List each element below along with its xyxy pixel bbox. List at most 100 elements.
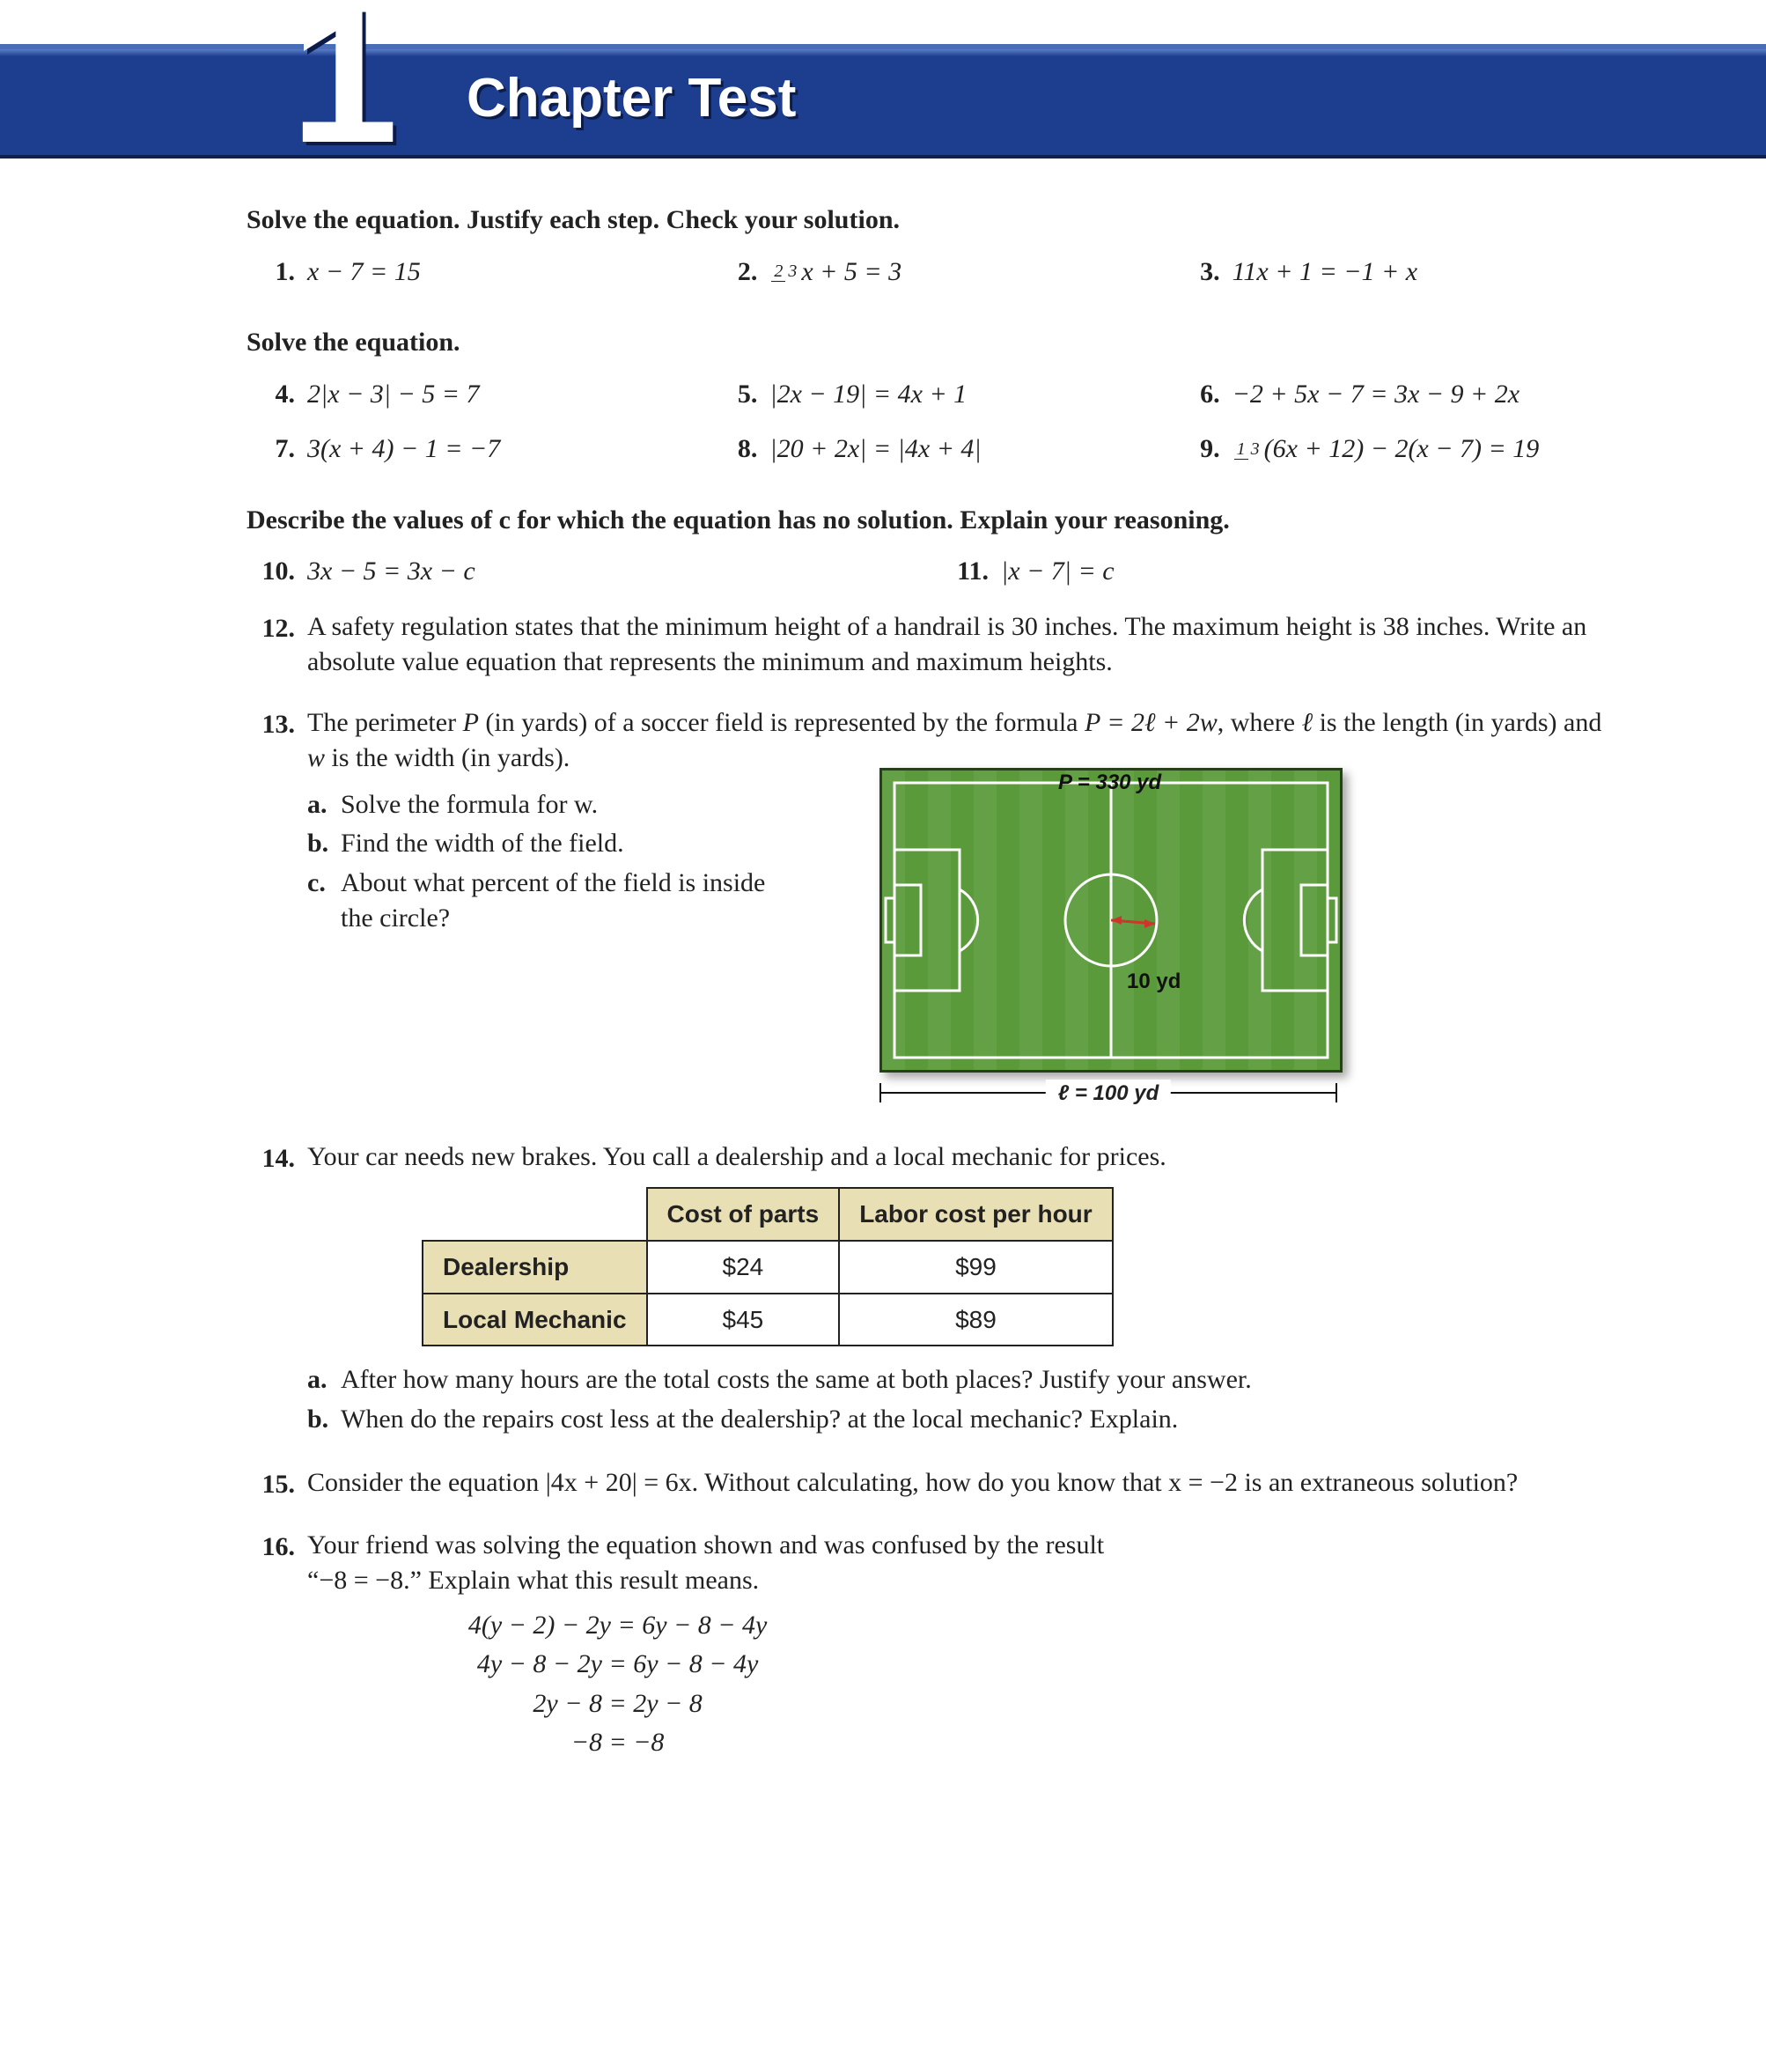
- subpart-c: c. About what percent of the field is in…: [307, 866, 800, 937]
- length-dimension: ℓ = 100 yd: [879, 1080, 1337, 1115]
- blank-cell: [423, 1188, 647, 1241]
- problem-13: 13. The perimeter P (in yards) of a socc…: [247, 705, 1616, 1115]
- problem-8: 8. |20 + 2x| = |4x + 4|: [709, 431, 1153, 468]
- chapter-banner: 1 Chapter Test: [0, 0, 1766, 159]
- problem-5: 5. |2x − 19| = 4x + 1: [709, 377, 1153, 413]
- problem-number: 10.: [247, 554, 295, 590]
- problem-text: The perimeter P (in yards) of a soccer f…: [307, 708, 1601, 773]
- problem-16: 16. Your friend was solving the equation…: [247, 1528, 1616, 1765]
- cell: $89: [839, 1294, 1112, 1346]
- problems-4-6: 4. 2|x − 3| − 5 = 7 5. |2x − 19| = 4x + …: [247, 377, 1616, 413]
- equation: |x − 7| = c: [1001, 554, 1115, 590]
- field-lines-icon: [882, 771, 1340, 1070]
- col-header-parts: Cost of parts: [647, 1188, 840, 1241]
- problem-number: 14.: [247, 1141, 295, 1177]
- problem-4: 4. 2|x − 3| − 5 = 7: [247, 377, 691, 413]
- subparts: a. Solve the formula for w. b. Find the …: [307, 787, 800, 940]
- problem-number: 1.: [247, 254, 295, 291]
- problem-7: 7. 3(x + 4) − 1 = −7: [247, 431, 691, 468]
- eq-step-3: 2y − 8 = 2y − 8: [131, 1686, 1104, 1722]
- equation: 3x − 5 = 3x − c: [307, 554, 475, 590]
- perimeter-label: P = 330 yd: [1058, 769, 1161, 797]
- page: 1 Chapter Test Solve the equation. Justi…: [0, 0, 1766, 1895]
- equation-steps: 4(y − 2) − 2y = 6y − 8 − 4y 4y − 8 − 2y …: [131, 1608, 1104, 1761]
- problem-text: Your car needs new brakes. You call a de…: [307, 1142, 1166, 1171]
- fraction: 13: [1234, 440, 1262, 459]
- problems-10-11: 10. 3x − 5 = 3x − c 11. |x − 7| = c: [247, 554, 1616, 590]
- eq-step-2: 4y − 8 − 2y = 6y − 8 − 4y: [131, 1647, 1104, 1683]
- section-3-head: Describe the values of c for which the e…: [247, 503, 1616, 539]
- subparts: a. After how many hours are the total co…: [307, 1362, 1616, 1437]
- soccer-field: P = 330 yd 10 yd: [879, 768, 1343, 1073]
- equation: |2x − 19| = 4x + 1: [769, 377, 967, 413]
- problem-number: 12.: [247, 611, 295, 647]
- problem-number: 7.: [247, 431, 295, 468]
- problem-number: 13.: [247, 707, 295, 743]
- equation: −2 + 5x − 7 = 3x − 9 + 2x: [1233, 377, 1519, 413]
- sub-text: Find the width of the field.: [341, 826, 624, 862]
- problem-text: Consider the equation |4x + 20| = 6x. Wi…: [307, 1465, 1518, 1501]
- sub-letter: a.: [307, 1362, 341, 1398]
- fraction: 23: [771, 262, 799, 281]
- problem-number: 15.: [247, 1467, 295, 1503]
- subpart-a: a. Solve the formula for w.: [307, 787, 800, 823]
- cell: $24: [647, 1241, 840, 1294]
- problem-number: 9.: [1172, 431, 1220, 468]
- problem-body: Your car needs new brakes. You call a de…: [307, 1139, 1616, 1442]
- problem-12: 12. A safety regulation states that the …: [247, 609, 1616, 681]
- problem-10: 10. 3x − 5 = 3x − c: [247, 554, 923, 590]
- equation: 2|x − 3| − 5 = 7: [307, 377, 480, 413]
- problem-number: 4.: [247, 377, 295, 413]
- sub-text: When do the repairs cost less at the dea…: [341, 1402, 1178, 1438]
- subpart-b: b. When do the repairs cost less at the …: [307, 1402, 1616, 1438]
- sub-text: About what percent of the field is insid…: [341, 866, 800, 937]
- problem-text-2: “−8 = −8.” Explain what this result mean…: [307, 1566, 759, 1595]
- row-label-mechanic: Local Mechanic: [423, 1294, 647, 1346]
- problem-number: 5.: [709, 377, 757, 413]
- eq-step-4: −8 = −8: [131, 1725, 1104, 1761]
- problem-3: 3. 11x + 1 = −1 + x: [1172, 254, 1616, 291]
- subpart-a: a. After how many hours are the total co…: [307, 1362, 1616, 1398]
- problems-1-3: 1. x − 7 = 15 2. 23x + 5 = 3 3. 11x + 1 …: [247, 254, 1616, 291]
- cost-table: Cost of parts Labor cost per hour Dealer…: [422, 1187, 1114, 1346]
- length-label: ℓ = 100 yd: [1046, 1080, 1171, 1108]
- radius-label: 10 yd: [1127, 968, 1181, 996]
- problem-number: 2.: [709, 254, 757, 291]
- sub-text: Solve the formula for w.: [341, 787, 598, 823]
- problem-number: 16.: [247, 1530, 295, 1566]
- section-2-head: Solve the equation.: [247, 325, 1616, 361]
- equation: 3(x + 4) − 1 = −7: [307, 431, 500, 468]
- col-header-labor: Labor cost per hour: [839, 1188, 1112, 1241]
- problem-number: 6.: [1172, 377, 1220, 413]
- chapter-number: 1: [291, 0, 398, 172]
- problem-number: 8.: [709, 431, 757, 468]
- problem-14: 14. Your car needs new brakes. You call …: [247, 1139, 1616, 1442]
- problem-body: The perimeter P (in yards) of a soccer f…: [307, 705, 1616, 1115]
- problem-15: 15. Consider the equation |4x + 20| = 6x…: [247, 1465, 1616, 1503]
- section-1-head: Solve the equation. Justify each step. C…: [247, 203, 1616, 239]
- problem-13-layout: a. Solve the formula for w. b. Find the …: [307, 777, 1616, 1115]
- banner-highlight: [0, 49, 1766, 56]
- problem-1: 1. x − 7 = 15: [247, 254, 691, 291]
- equation: |20 + 2x| = |4x + 4|: [769, 431, 981, 468]
- banner-bg: [0, 44, 1766, 159]
- sub-text: After how many hours are the total costs…: [341, 1362, 1252, 1398]
- problem-9: 9. 13(6x + 12) − 2(x − 7) = 19: [1172, 431, 1616, 468]
- table-row: Local Mechanic $45 $89: [423, 1294, 1113, 1346]
- subpart-b: b. Find the width of the field.: [307, 826, 800, 862]
- equation: 11x + 1 = −1 + x: [1233, 254, 1417, 291]
- eq-step-1: 4(y − 2) − 2y = 6y − 8 − 4y: [131, 1608, 1104, 1644]
- table-row: Dealership $24 $99: [423, 1241, 1113, 1294]
- equation: x − 7 = 15: [307, 254, 421, 291]
- problem-number: 3.: [1172, 254, 1220, 291]
- problem-body: Your friend was solving the equation sho…: [307, 1528, 1104, 1765]
- sub-letter: b.: [307, 1402, 341, 1438]
- problem-2: 2. 23x + 5 = 3: [709, 254, 1153, 291]
- problem-6: 6. −2 + 5x − 7 = 3x − 9 + 2x: [1172, 377, 1616, 413]
- equation: 23x + 5 = 3: [769, 254, 901, 291]
- sub-letter: c.: [307, 866, 341, 902]
- content: Solve the equation. Justify each step. C…: [247, 203, 1616, 1765]
- problems-7-9: 7. 3(x + 4) − 1 = −7 8. |20 + 2x| = |4x …: [247, 431, 1616, 468]
- soccer-field-figure: P = 330 yd 10 yd ℓ = 100 yd: [879, 768, 1343, 1115]
- problem-number: 11.: [940, 554, 989, 590]
